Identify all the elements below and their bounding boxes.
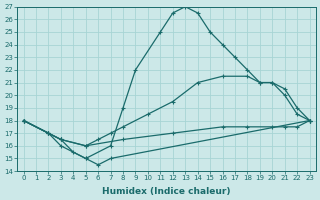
X-axis label: Humidex (Indice chaleur): Humidex (Indice chaleur)	[102, 187, 231, 196]
